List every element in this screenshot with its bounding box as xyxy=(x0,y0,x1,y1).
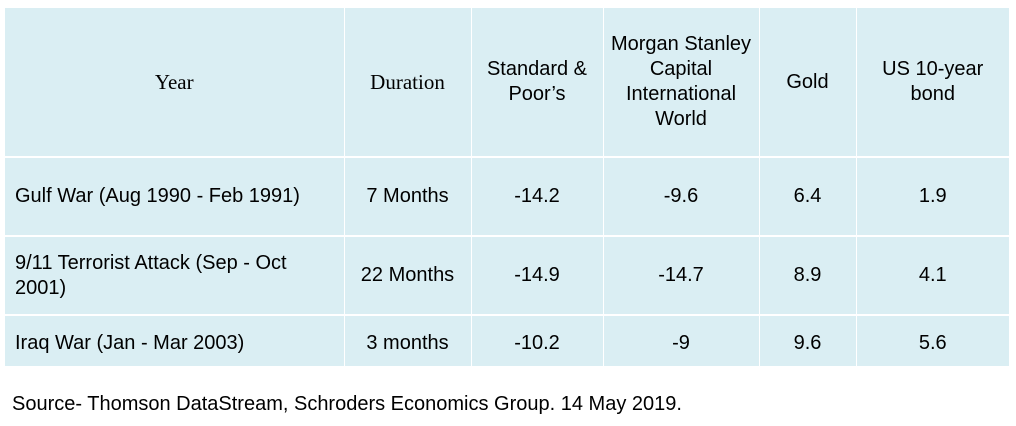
cell-msci-world: -9.6 xyxy=(603,157,760,237)
cell-msci-world: -14.7 xyxy=(603,236,760,316)
cell-duration: 22 Months xyxy=(344,236,472,316)
table-header-row: Year Duration Standard & Poor’s Morgan S… xyxy=(5,8,1009,158)
cell-duration: 7 Months xyxy=(344,157,472,237)
table-row: Gulf War (Aug 1990 - Feb 1991) 7 Months … xyxy=(5,157,1009,237)
cell-event: Gulf War (Aug 1990 - Feb 1991) xyxy=(5,157,345,237)
column-header-duration: Duration xyxy=(344,8,472,158)
cell-msci-world: -9 xyxy=(603,315,760,368)
column-header-year: Year xyxy=(5,8,345,158)
table-row: Iraq War (Jan - Mar 2003) 3 months -10.2… xyxy=(5,315,1009,368)
cell-us-10y-bond: 5.6 xyxy=(856,315,1009,368)
cell-us-10y-bond: 4.1 xyxy=(856,236,1009,316)
cell-gold: 8.9 xyxy=(759,236,857,316)
cell-sp: -14.9 xyxy=(471,236,604,316)
cell-gold: 9.6 xyxy=(759,315,857,368)
table-row: 9/11 Terrorist Attack (Sep - Oct 2001) 2… xyxy=(5,236,1009,316)
cell-sp: -10.2 xyxy=(471,315,604,368)
cell-event: Iraq War (Jan - Mar 2003) xyxy=(5,315,345,368)
column-header-gold: Gold xyxy=(759,8,857,158)
cell-us-10y-bond: 1.9 xyxy=(856,157,1009,237)
column-header-us-10y-bond: US 10-year bond xyxy=(856,8,1009,158)
column-header-msci-world: Morgan Stanley Capital International Wor… xyxy=(603,8,760,158)
cell-duration: 3 months xyxy=(344,315,472,368)
market-returns-table: Year Duration Standard & Poor’s Morgan S… xyxy=(5,8,1009,368)
column-header-sp: Standard & Poor’s xyxy=(471,8,604,158)
cell-gold: 6.4 xyxy=(759,157,857,237)
cell-event: 9/11 Terrorist Attack (Sep - Oct 2001) xyxy=(5,236,345,316)
source-note: Source- Thomson DataStream, Schroders Ec… xyxy=(12,393,682,415)
cell-sp: -14.2 xyxy=(471,157,604,237)
